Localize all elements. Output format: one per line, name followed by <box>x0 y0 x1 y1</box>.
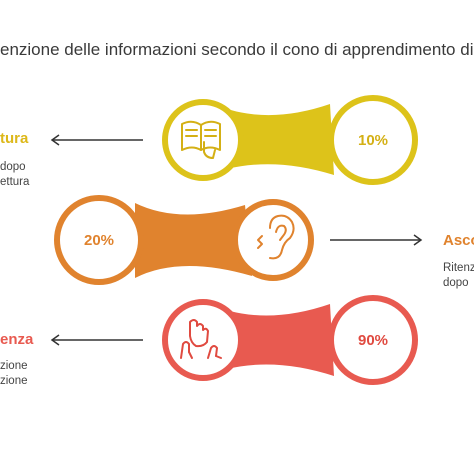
row-desc-lettura-line2: ettura <box>0 176 30 188</box>
ear-listening-icon <box>257 214 295 260</box>
percent-label-lettura: 10% <box>358 132 388 149</box>
row-shape-esperienza: 90% <box>162 295 418 385</box>
row-label-ascolto: Asco <box>443 232 474 249</box>
reading-book-icon <box>181 120 221 159</box>
row-desc-esperienza-line2: zione <box>0 375 28 387</box>
percent-label-esperienza: 90% <box>358 332 388 349</box>
row-shape-ascolto: 20% <box>54 195 314 285</box>
row-shape-lettura: 10% <box>162 95 418 185</box>
row-label-esperienza: enza <box>0 331 34 348</box>
row-desc-lettura-line1: dopo <box>0 161 26 173</box>
row-desc-esperienza-line1: zione <box>0 360 28 372</box>
row-desc-ascolto-line2: dopo <box>443 277 469 289</box>
percent-label-ascolto: 20% <box>84 232 114 249</box>
hands-experience-icon <box>180 319 222 359</box>
diagram-title: enzione delle informazioni secondo il co… <box>0 40 474 59</box>
row-desc-ascolto-line1: Ritenz <box>443 262 474 274</box>
row-label-lettura: tura <box>0 130 29 147</box>
